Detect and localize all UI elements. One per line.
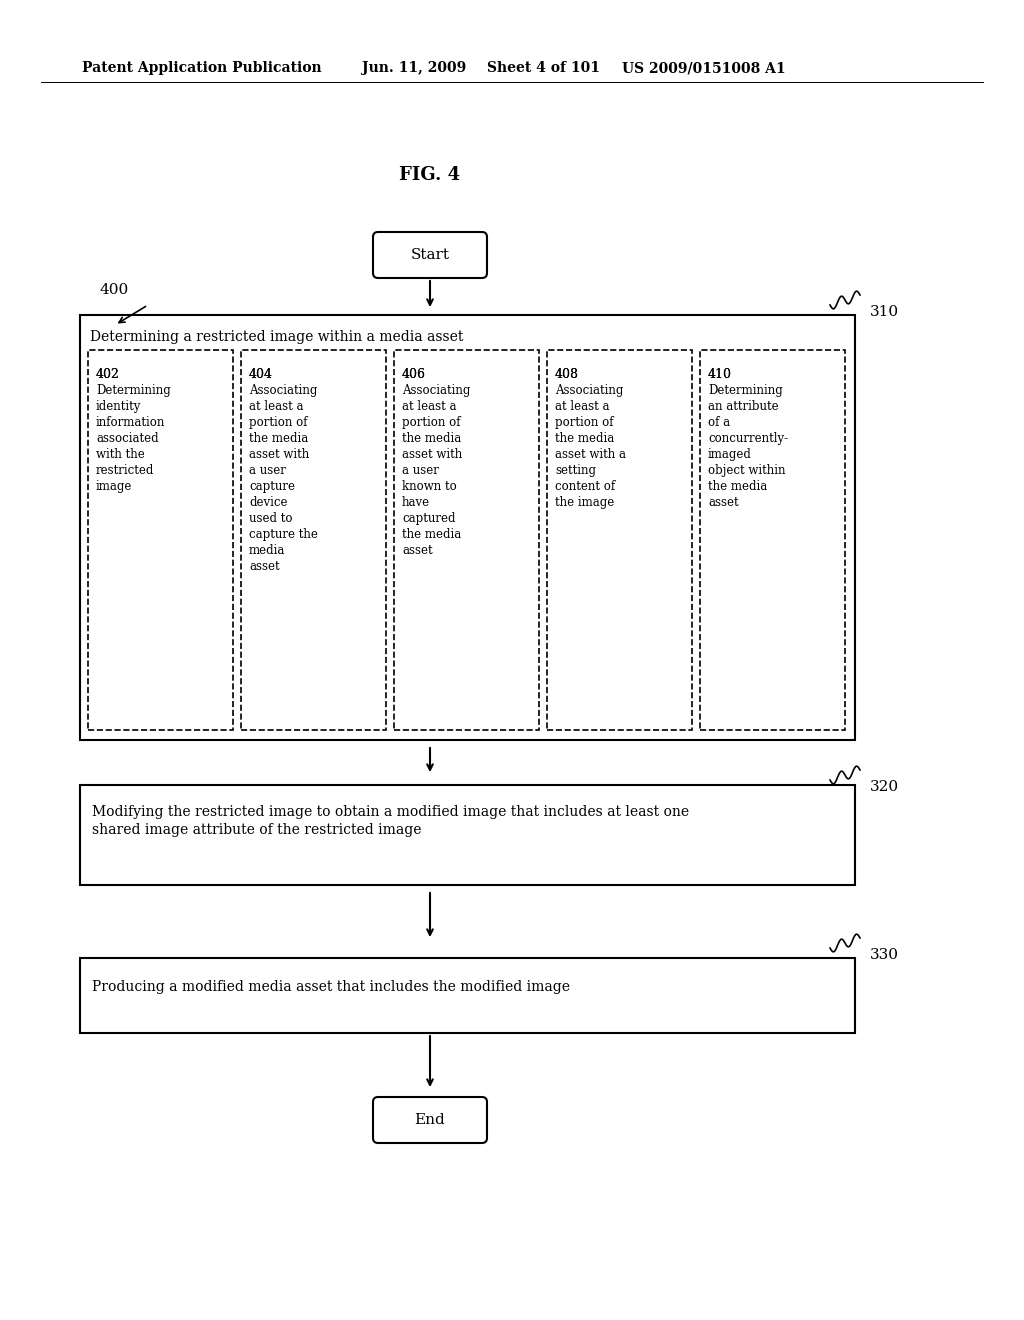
Text: 402: 402	[96, 368, 120, 381]
Text: Jun. 11, 2009: Jun. 11, 2009	[362, 61, 466, 75]
Text: 410: 410	[708, 368, 732, 381]
Text: End: End	[415, 1113, 445, 1127]
Bar	[547, 350, 692, 730]
Bar	[394, 350, 539, 730]
Text: Associating
at least a
portion of
the media
asset with
a user
capture
device
use: Associating at least a portion of the me…	[249, 384, 317, 573]
Bar	[80, 315, 855, 741]
Text: Associating
at least a
portion of
the media
asset with
a user
known to
have
capt: Associating at least a portion of the me…	[402, 384, 470, 557]
Text: US 2009/0151008 A1: US 2009/0151008 A1	[622, 61, 785, 75]
Text: Determining a restricted image within a media asset: Determining a restricted image within a …	[90, 330, 464, 345]
Text: 330: 330	[870, 948, 899, 962]
Text: Modifying the restricted image to obtain a modified image that includes at least: Modifying the restricted image to obtain…	[92, 805, 689, 837]
Text: 404: 404	[249, 368, 273, 381]
Text: Associating
at least a
portion of
the media
asset with a
setting
content of
the : Associating at least a portion of the me…	[555, 384, 626, 510]
Text: 310: 310	[870, 305, 899, 319]
Text: 408: 408	[555, 368, 579, 381]
Text: Sheet 4 of 101: Sheet 4 of 101	[487, 61, 600, 75]
Text: 404: 404	[249, 368, 273, 381]
Bar	[88, 350, 233, 730]
Text: 408: 408	[555, 368, 579, 381]
Bar	[80, 785, 855, 884]
Text: Determining
an attribute
of a
concurrently-
imaged
object within
the media
asset: Determining an attribute of a concurrent…	[708, 384, 788, 510]
Text: Producing a modified media asset that includes the modified image: Producing a modified media asset that in…	[92, 979, 570, 994]
Text: FIG. 4: FIG. 4	[399, 166, 461, 183]
Text: 402: 402	[96, 368, 120, 381]
Text: 406: 406	[402, 368, 426, 381]
Text: Determining
identity
information
associated
with the
restricted
image: Determining identity information associa…	[96, 384, 171, 492]
Bar	[241, 350, 386, 730]
Text: Start: Start	[411, 248, 450, 261]
Text: 400: 400	[100, 282, 129, 297]
Text: 410: 410	[708, 368, 732, 381]
Text: 406: 406	[402, 368, 426, 381]
Bar	[80, 958, 855, 1034]
Bar	[700, 350, 845, 730]
Text: Patent Application Publication: Patent Application Publication	[82, 61, 322, 75]
Text: 320: 320	[870, 780, 899, 795]
FancyBboxPatch shape	[373, 1097, 487, 1143]
FancyBboxPatch shape	[373, 232, 487, 279]
